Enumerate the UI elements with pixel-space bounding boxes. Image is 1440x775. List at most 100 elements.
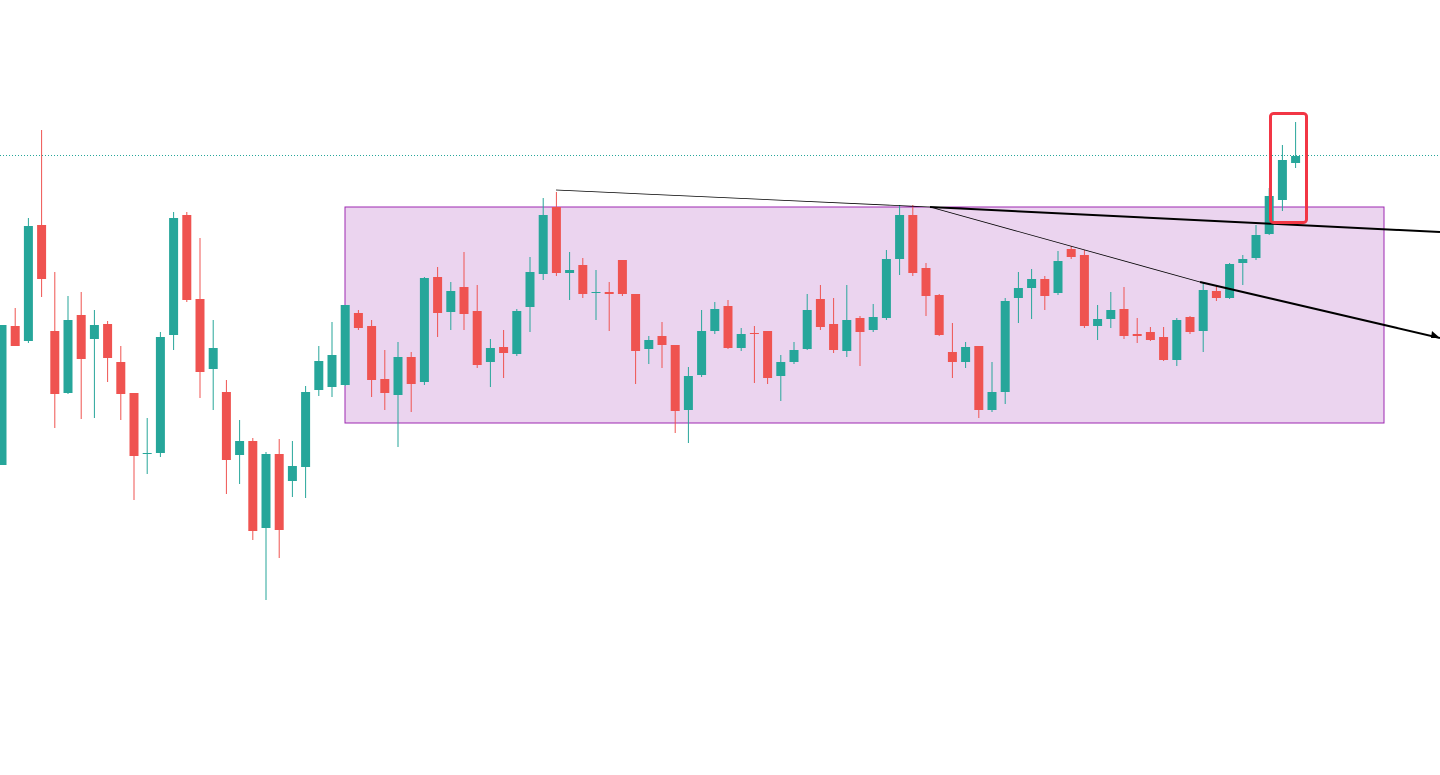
candle-body [195,299,205,372]
range-box [344,206,1385,424]
trend-line [929,206,1201,283]
candle-body [1225,264,1235,298]
candle-body [1185,317,1195,332]
candle-body [1119,309,1129,336]
candle-body [842,320,852,351]
candle-body [631,294,641,351]
candle-body [1172,320,1182,360]
candle-body [142,453,152,454]
candle-body [736,334,746,348]
candle-body [340,305,350,385]
candles [0,122,1301,600]
candle-body [472,311,482,365]
candle-body [406,357,416,384]
candle-body [314,361,324,390]
candle-body [947,352,957,362]
candle-body [987,392,997,410]
candle-body [1000,301,1010,392]
candle-body [89,325,99,339]
candle-body [1066,249,1076,257]
candle-body [789,350,799,362]
candle-body [419,278,429,382]
candle-body [248,441,258,531]
candle-body [116,362,126,394]
candle-body [855,318,865,332]
candle-body [485,348,495,362]
candle-body [710,309,720,331]
candle-body [868,317,878,330]
candle-body [327,355,337,387]
candle-body [895,215,905,259]
candle-body [670,345,680,411]
candle-body [961,347,971,362]
trend-line [555,189,931,208]
candle-body [525,272,535,307]
candle-body [1277,160,1287,200]
candle-body [76,315,86,359]
candle-body [301,392,311,467]
candle-body [565,270,575,273]
candle-body [921,268,931,296]
candle-body [551,207,561,273]
candle-body [802,310,812,349]
candle-body [723,306,733,348]
trend-line-extension [929,206,1440,233]
candle-body [1027,279,1037,288]
candle-body [1106,310,1116,319]
candle-body [617,260,627,294]
candle-body [261,454,271,528]
candle-body [446,291,456,312]
candle-body [749,333,759,334]
candle-body [169,218,179,335]
candle-body [129,393,139,456]
candle-body [1238,259,1248,263]
candle-body [50,331,60,394]
candle-body [881,259,891,318]
candle-body [1093,319,1103,326]
candle-body [604,292,614,294]
candle-body [10,326,20,346]
candle-body [37,225,47,279]
candle-body [776,362,786,376]
candle-body [1053,261,1063,293]
candle-body [1211,291,1221,298]
candle-body [459,287,469,314]
candle-body [829,324,839,350]
candle-body [367,326,377,380]
candle-body [512,311,522,354]
candle-body [1040,279,1050,296]
candle-body [1291,156,1301,163]
candle-body [908,215,918,273]
candle-body [578,265,588,294]
candle-body [221,392,231,460]
candle-body [683,376,693,410]
candle-body [697,331,707,375]
candle-body [1198,290,1208,331]
candle-body [23,226,33,341]
candle-body [380,379,390,393]
candle-body [644,340,654,349]
candle-body [182,215,192,300]
candle-body [208,348,218,369]
candle-body [155,337,165,453]
candle-body [1013,288,1023,298]
arrow-head [1431,331,1440,338]
candle-body [499,347,509,353]
candle-body [393,357,403,395]
candle-body [235,441,245,455]
candle-body [1132,334,1142,336]
highlight-box [1269,112,1308,224]
candle-body [657,336,667,345]
candle-body [1159,337,1169,360]
candle-body [63,320,73,393]
candle-body [763,331,773,378]
candle-body [1251,235,1261,258]
candle-body [287,466,297,481]
candle-body [974,346,984,410]
candle-body [1145,332,1155,340]
candle-body [103,324,113,358]
candle-body [433,277,443,313]
candle-body [274,454,284,530]
